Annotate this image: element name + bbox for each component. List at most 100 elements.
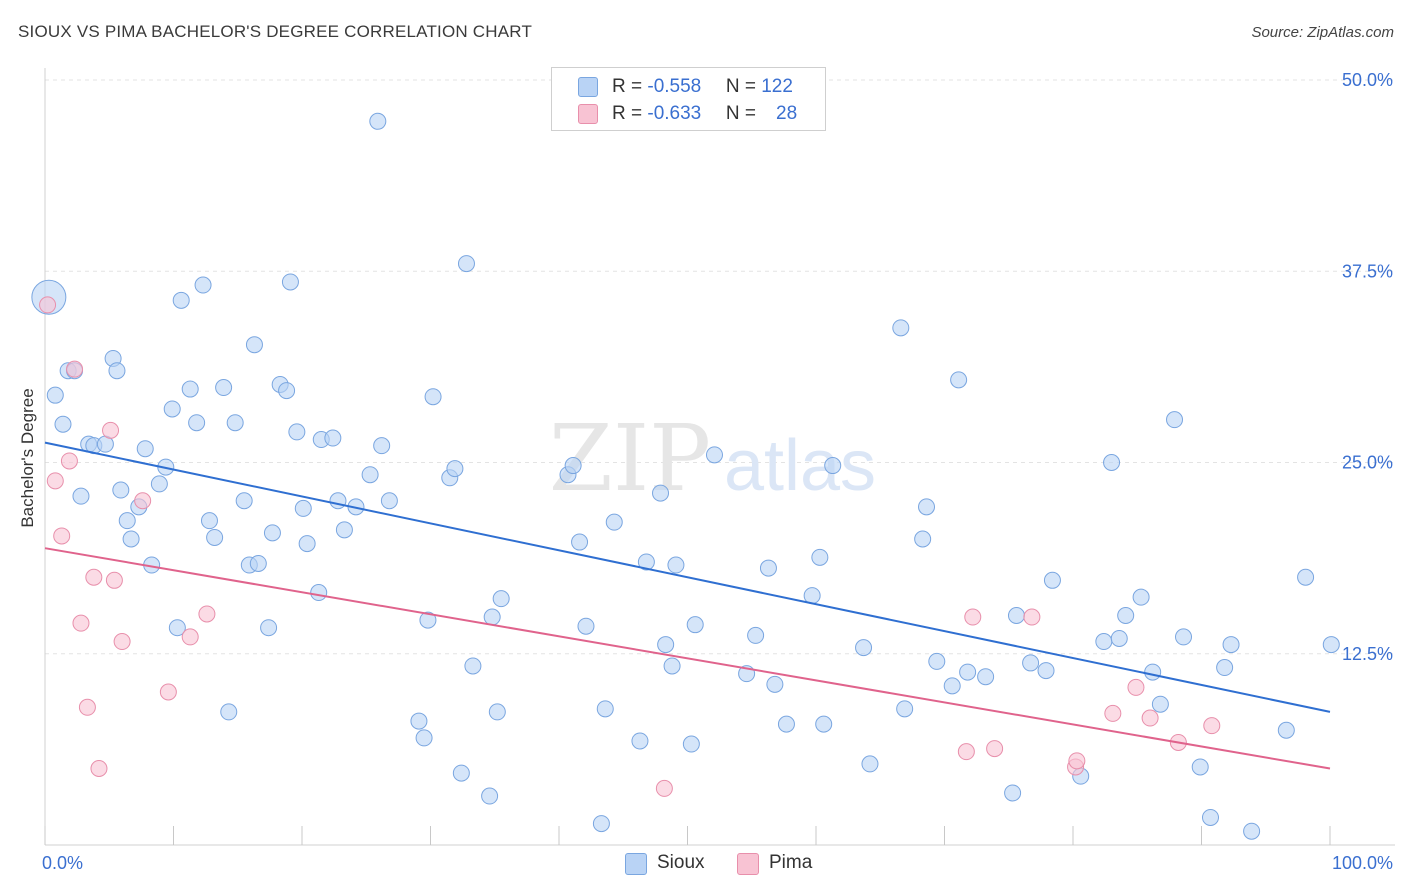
sioux-point [959,663,977,681]
sioux-point [136,440,154,458]
sioux-point [777,715,795,733]
sioux-point [452,764,470,782]
pima-legend-swatch [737,853,759,875]
pima-point [102,421,120,439]
trend-lines [44,441,1331,770]
sioux-point [811,548,829,566]
sioux-n-label: N = [725,76,762,97]
sioux-n-value: 122 [761,76,793,97]
y-tick-label: 12.5% [1342,644,1393,664]
axes [44,68,1395,846]
y-tick-label: 50.0% [1342,70,1393,90]
pima-n-value: 28 [776,103,798,124]
sioux-point [596,700,614,718]
sioux-point [150,475,168,493]
sioux-point [914,530,932,548]
pima-point [60,452,78,470]
pima-points [39,296,1221,797]
sioux-point [1022,654,1040,672]
sioux-point [705,446,723,464]
sioux-point [652,484,670,502]
sioux-point [1151,695,1169,713]
sioux-point [928,652,946,670]
sioux-point [220,703,238,721]
sioux-point [592,815,610,833]
sioux-point [424,388,442,406]
sioux-point [1117,607,1135,624]
pima-point [39,296,57,314]
sioux-legend-label: Sioux [657,852,705,873]
sioux-point [815,715,833,733]
sioux-point [1043,571,1061,589]
sioux-point [181,380,199,398]
sioux-point [1037,662,1055,680]
sioux-point [1277,721,1295,739]
sioux-point [682,735,700,753]
sioux-point [168,619,186,637]
pima-point [105,571,123,589]
watermark: ZIP atlas [549,405,876,512]
sioux-point [1004,784,1022,802]
sioux-point [1322,636,1340,654]
pima-r-value: -0.633 [647,103,702,124]
pima-point [957,743,975,761]
sioux-point [410,712,428,730]
pima-point [1203,717,1221,735]
sioux-point [172,291,190,309]
pima-n-label: N = [725,103,762,124]
pima-point [986,740,1004,758]
sioux-point [298,535,316,553]
sioux-point [235,492,253,510]
sioux-point [663,657,681,675]
sioux-point [657,636,675,654]
pima-point [66,360,84,378]
sioux-point [1110,629,1128,647]
pima-point [134,492,152,510]
sioux-point [457,255,475,273]
sioux-point [824,457,842,475]
sioux-point [249,554,267,572]
sioux-point [1216,659,1234,677]
pima-point [72,614,90,632]
pima-point [1127,678,1145,696]
watermark-atlas: atlas [724,426,876,506]
sioux-point [1132,588,1150,606]
x-tick-label: 100.0% [1332,853,1393,873]
sioux-point [605,513,623,531]
pima-point [113,633,131,651]
pima-legend-label: Pima [769,852,813,873]
sioux-point [1222,636,1240,654]
sioux-point [108,362,126,380]
sioux-point [481,787,499,805]
pima-point [46,472,64,490]
sioux-point [464,657,482,675]
y-tick-label: 25.0% [1342,453,1393,473]
sioux-legend-swatch [625,853,647,875]
sioux-point [492,590,510,608]
pima-point [159,683,177,701]
sioux-swatch [578,77,598,97]
sioux-point [577,617,595,635]
sioux-point [112,481,130,499]
sioux-r-value: -0.558 [647,76,702,97]
pima-point [181,628,199,646]
sioux-point [260,619,278,637]
sioux-point [294,499,312,517]
pima-point [1104,704,1122,722]
sioux-point [200,512,218,530]
sioux-point [1144,663,1162,681]
sioux-point [54,415,72,433]
y-tick-label: 37.5% [1342,261,1393,281]
pima-point [1068,752,1086,770]
sioux-point [324,429,342,447]
sioux-point [46,386,64,404]
sioux-point [369,112,387,130]
y-axis-label: Bachelor's Degree [18,388,37,528]
sioux-point [1191,758,1209,776]
sioux-point [281,273,299,291]
sioux-point [861,755,879,773]
pima-r-label: R = [612,103,648,124]
source-label: Source: ZipAtlas.com [1251,24,1394,41]
sioux-point [215,379,233,397]
